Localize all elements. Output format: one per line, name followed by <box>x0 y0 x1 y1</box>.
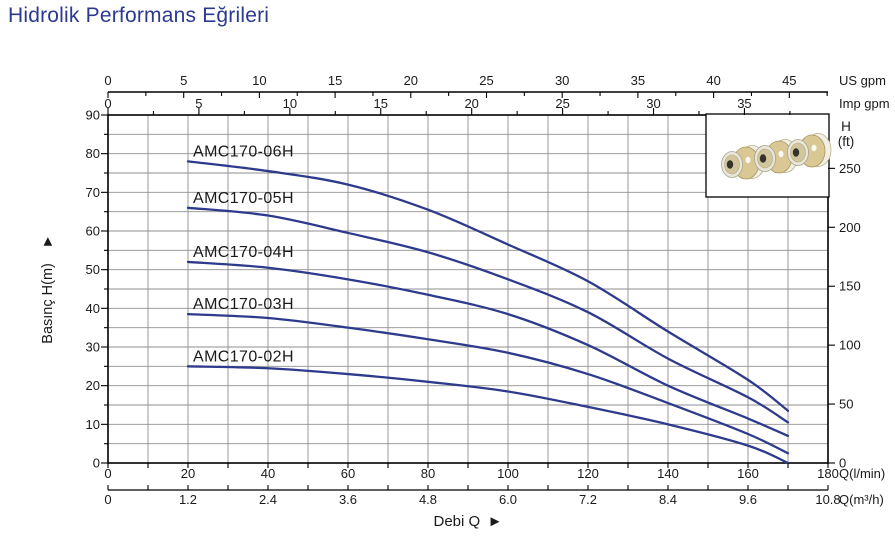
impeller-icon <box>721 145 766 180</box>
right-tick-label: 100 <box>839 338 861 353</box>
impgpm-tick-label: 0 <box>104 96 111 111</box>
lmin-tick-label: 160 <box>737 466 759 481</box>
curve-AMC170-02H <box>186 365 790 465</box>
usgpm-tick-label: 40 <box>706 73 720 88</box>
m3h-tick-label: 7.2 <box>579 492 597 507</box>
lmin-tick-label: 140 <box>657 466 679 481</box>
usgpm-tick-label: 25 <box>479 73 493 88</box>
curve-label-AMC170-03H: AMC170-03H <box>193 296 294 313</box>
lmin-tick-label: 80 <box>421 466 435 481</box>
m3h-tick-label: 4.8 <box>419 492 437 507</box>
left-axis-title: Basınç H(m) ► <box>40 234 56 343</box>
impgpm-tick-label: 25 <box>555 96 569 111</box>
impgpm-tick-label: 15 <box>374 96 388 111</box>
m3h-tick-label: 3.6 <box>339 492 357 507</box>
lmin-tick-label: 20 <box>181 466 195 481</box>
left-tick-label: 90 <box>86 108 100 123</box>
usgpm-tick-label: 15 <box>328 73 342 88</box>
left-tick-label: 60 <box>86 224 100 239</box>
usgpm-tick-label: 20 <box>404 73 418 88</box>
m3h-tick-label: 2.4 <box>259 492 277 507</box>
m3h-tick-label: 6.0 <box>499 492 517 507</box>
page-title: Hidrolik Performans Eğrileri <box>8 4 270 27</box>
curve-label-AMC170-05H: AMC170-05H <box>193 190 294 207</box>
left-tick-label: 70 <box>86 185 100 200</box>
right-tick-label: 150 <box>839 279 861 294</box>
right-tick-label: 0 <box>839 456 846 471</box>
m3h-tick-label: 9.6 <box>739 492 757 507</box>
impgpm-tick-label: 5 <box>195 96 202 111</box>
curve-AMC170-03H <box>186 312 790 455</box>
curve-AMC170-06H <box>186 160 790 412</box>
axis-bottom-lmin: 0 20 40 60 80 100 120 140 160 180 Q(l/min) <box>104 463 885 481</box>
curve-label-AMC170-02H: AMC170-02H <box>193 348 294 365</box>
usgpm-tick-label: 30 <box>555 73 569 88</box>
lmin-tick-label: 60 <box>341 466 355 481</box>
lmin-tick-label: 120 <box>577 466 599 481</box>
impeller-icon <box>754 139 799 174</box>
m3h-tick-label: 8.4 <box>659 492 677 507</box>
lmin-tick-label: 180 <box>817 466 839 481</box>
impgpm-tick-label: 20 <box>464 96 478 111</box>
usgpm-unit-label: US gpm <box>839 73 886 88</box>
impgpm-tick-label: 10 <box>283 96 297 111</box>
m3h-tick-label: 10.8 <box>815 492 840 507</box>
left-tick-label: 50 <box>86 262 100 277</box>
right-tick-label: 200 <box>839 220 861 235</box>
left-tick-label: 80 <box>86 146 100 161</box>
right-tick-label: 50 <box>839 397 853 412</box>
x-axis-title: Debi Q ► <box>433 513 502 530</box>
curve-label-AMC170-06H: AMC170-06H <box>193 143 294 160</box>
usgpm-tick-label: 45 <box>782 73 796 88</box>
axis-top-impgpm: 0 5 10 15 20 25 30 35 Imp gpm <box>104 96 890 115</box>
axis-left-meters: 0 10 20 30 40 50 60 70 80 90 Basınç H(m) ► <box>40 108 108 471</box>
usgpm-tick-label: 35 <box>631 73 645 88</box>
pump-curves <box>186 160 790 465</box>
lmin-unit-label: Q(l/min) <box>839 466 885 481</box>
curve-AMC170-04H <box>186 260 790 438</box>
usgpm-tick-label: 5 <box>180 73 187 88</box>
impgpm-tick-label: 30 <box>646 96 660 111</box>
left-tick-label: 30 <box>86 340 100 355</box>
m3h-unit-label: Q(m³/h) <box>839 492 884 507</box>
m3h-tick-label: 1.2 <box>179 492 197 507</box>
right-axis-title-unit: (ft) <box>838 134 855 149</box>
right-tick-label: 250 <box>839 161 861 176</box>
curve-AMC170-05H <box>186 206 790 424</box>
left-tick-label: 20 <box>86 378 100 393</box>
lmin-tick-label: 40 <box>261 466 275 481</box>
left-tick-label: 0 <box>93 456 100 471</box>
curve-labels: AMC170-06H AMC170-05H AMC170-04H AMC170-03H… <box>193 143 294 365</box>
axis-bottom-m3h: 0 1.2 2.4 3.6 4.8 6.0 7.2 8.4 9.6 10.8Q(m³/h) <box>104 485 884 507</box>
axis-right-feet: 0 50 100 150 200 250 H(ft) <box>828 119 861 471</box>
curve-label-AMC170-04H: AMC170-04H <box>193 244 294 261</box>
impeller-icon <box>787 133 832 168</box>
impgpm-tick-label: 35 <box>737 96 751 111</box>
impgpm-unit-label: Imp gpm <box>839 96 890 111</box>
impeller-photo <box>705 113 832 198</box>
left-tick-label: 40 <box>86 301 100 316</box>
right-axis-title: H <box>841 119 851 134</box>
lmin-tick-label: 0 <box>104 466 111 481</box>
usgpm-tick-label: 0 <box>104 73 111 88</box>
lmin-tick-label: 100 <box>497 466 519 481</box>
usgpm-tick-label: 10 <box>252 73 266 88</box>
axis-top-usgpm: 0 5 10 15 20 25 30 35 40 45 US gpm <box>104 73 886 98</box>
left-tick-label: 10 <box>86 417 100 432</box>
m3h-tick-label: 0 <box>104 492 111 507</box>
